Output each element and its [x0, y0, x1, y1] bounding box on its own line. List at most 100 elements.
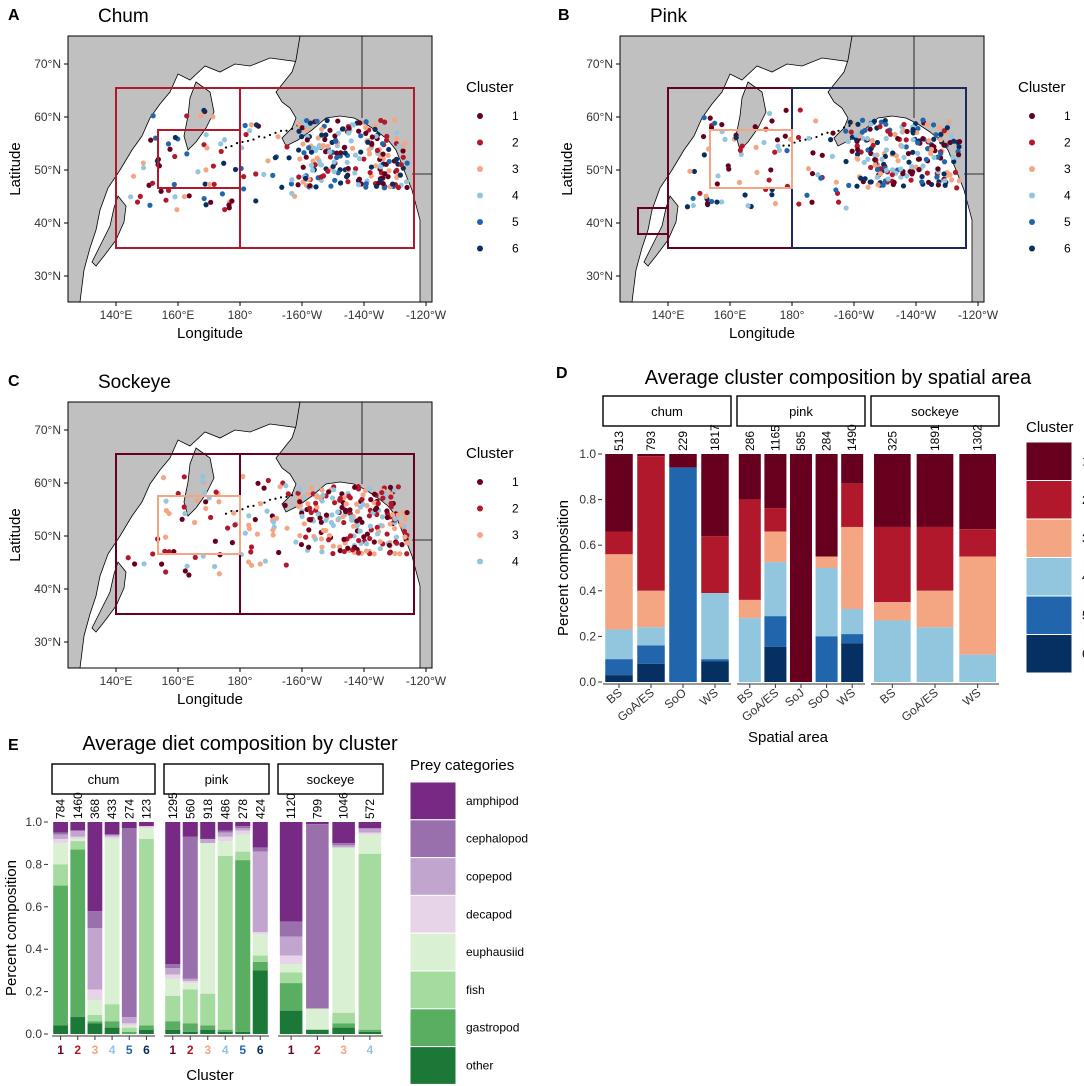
data-point	[910, 126, 916, 133]
data-point	[300, 179, 306, 185]
x-axis-label: Spatial area	[748, 729, 829, 746]
data-point	[797, 107, 803, 113]
bar-segment-chum-WS-4	[701, 593, 729, 660]
legend-key-4	[1025, 557, 1073, 597]
legend-label: 1	[1064, 109, 1071, 123]
bar-segment-chum-6-other	[139, 1029, 154, 1034]
data-point	[346, 493, 352, 499]
lon-tick-label: -120°W	[406, 674, 447, 688]
data-point	[327, 154, 334, 160]
bar-segment-pink-4-gastropod	[217, 1029, 233, 1032]
aleutian-island	[290, 127, 294, 130]
legend-key-4	[477, 192, 483, 199]
data-point	[356, 537, 362, 544]
bar-segment-pink-1-decapod	[165, 974, 181, 979]
bar-segment-pink-1-cephalopod	[165, 964, 181, 969]
points-group	[128, 107, 410, 213]
data-point	[846, 182, 852, 188]
bar-segment-sockeye-BS-4	[873, 620, 911, 682]
legend-key-1	[477, 479, 483, 485]
map-panel-A: A Chum 70°N 60°N 50°N 40°N 30°N 140°E 160°E 180° -…	[7, 6, 519, 342]
aleutian-island	[246, 139, 250, 143]
category-label: WS	[834, 686, 858, 709]
data-point	[371, 539, 377, 545]
data-point	[690, 195, 696, 202]
legend-title: Cluster	[466, 445, 514, 462]
lat-tick-label: 70°N	[34, 423, 61, 437]
data-point	[809, 199, 815, 205]
data-point	[203, 505, 209, 512]
map-panel-B: B Pink 70°N 60°N 50°N 40°N 30°N 140°E 160°E 180° -…	[558, 6, 1071, 342]
data-point	[307, 120, 314, 126]
bar-segment-sockeye-1-gastropod	[279, 983, 303, 1011]
bar-segment-sockeye-3-copepod	[332, 845, 355, 848]
data-point	[141, 561, 147, 567]
aleutian-island	[230, 144, 233, 148]
data-point	[906, 159, 912, 165]
category-label: SoO	[805, 686, 832, 712]
data-point	[904, 128, 910, 135]
data-point	[140, 160, 146, 166]
data-point	[387, 484, 394, 491]
data-point	[307, 183, 313, 189]
data-point	[358, 133, 364, 139]
data-point	[191, 519, 198, 526]
data-point	[397, 172, 404, 178]
data-point	[761, 139, 767, 146]
data-point	[359, 496, 365, 502]
legend-label: 4	[512, 555, 519, 569]
bar-segment-sockeye-GoA/ES-3	[916, 590, 954, 628]
legend-key-copepod	[409, 857, 457, 896]
data-point	[712, 120, 718, 126]
data-point	[229, 198, 235, 204]
data-point	[719, 199, 725, 205]
legend-label: copepod	[466, 870, 512, 884]
data-point	[776, 147, 782, 153]
legend-key-5	[477, 219, 483, 225]
data-point	[714, 181, 720, 187]
data-point	[942, 182, 948, 188]
legend-key-other	[409, 1046, 457, 1085]
data-point	[309, 485, 315, 491]
category-label: SoJ	[782, 686, 807, 710]
data-point	[147, 202, 153, 208]
lat-tick-label: 70°N	[586, 57, 613, 71]
sample-size-label: 1891	[928, 424, 942, 451]
category-label: 6	[257, 1043, 264, 1057]
facet-label: sockeye	[307, 772, 355, 787]
data-point	[202, 181, 208, 187]
data-point	[320, 143, 326, 149]
data-point	[200, 479, 206, 485]
data-point	[919, 173, 925, 180]
data-point	[329, 495, 336, 501]
legend-key-6	[477, 245, 483, 252]
map-y-label: Latitude	[559, 142, 576, 195]
data-point	[394, 130, 400, 136]
bar-segment-chum-3-gastropod	[87, 1021, 103, 1024]
data-point	[366, 486, 372, 492]
data-point	[924, 121, 930, 127]
data-point	[377, 539, 383, 545]
data-point	[335, 118, 341, 124]
data-point	[895, 158, 901, 164]
data-point	[364, 531, 371, 537]
data-point	[335, 170, 341, 176]
data-point	[297, 533, 303, 539]
facet-strip	[870, 395, 1000, 427]
data-point	[308, 509, 314, 516]
map-y-label: Latitude	[7, 508, 24, 561]
data-point	[171, 181, 177, 188]
bar-segment-pink-1-fish	[165, 995, 181, 1022]
data-point	[828, 137, 834, 143]
data-point	[319, 549, 325, 555]
data-point	[400, 143, 406, 149]
points-group	[125, 473, 410, 578]
data-point	[357, 528, 363, 534]
bar-segment-pink-4-other	[217, 1031, 233, 1034]
data-point	[371, 491, 378, 497]
sample-size-label: 1302	[971, 424, 985, 451]
category-label: BS	[877, 686, 898, 707]
data-point	[216, 571, 222, 577]
data-point	[216, 499, 222, 505]
land-asia	[68, 36, 301, 302]
